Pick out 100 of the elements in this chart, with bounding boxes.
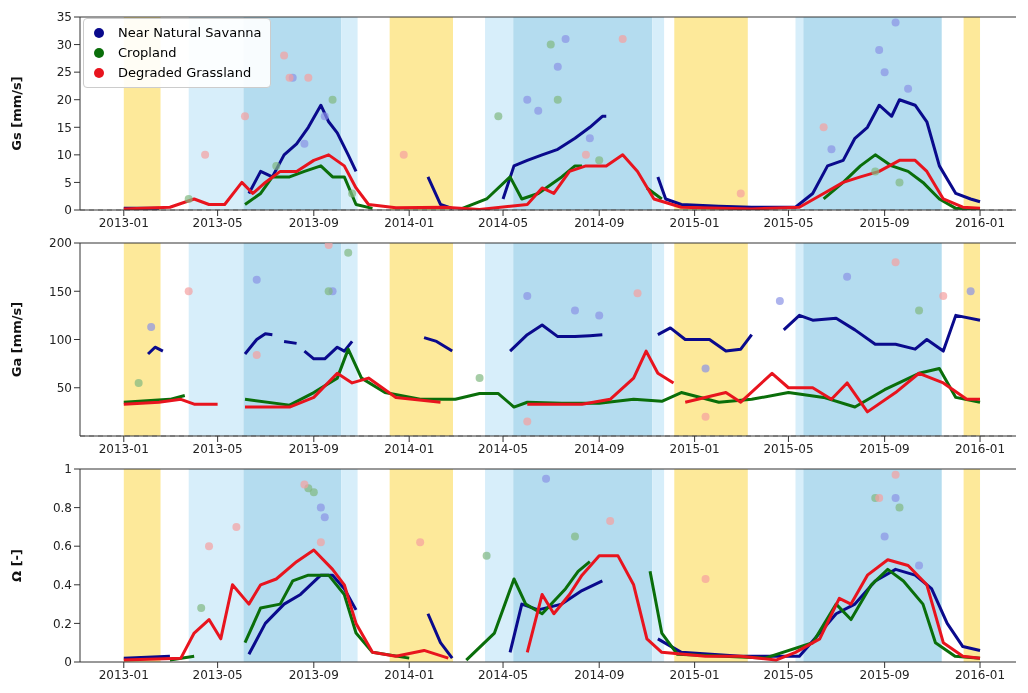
point	[843, 272, 852, 281]
point	[891, 493, 900, 502]
point	[891, 18, 900, 27]
y-tick-label: 0.6	[52, 539, 72, 554]
point	[966, 287, 975, 296]
x-tick-label: 2015-01	[669, 441, 720, 456]
legend-label: Degraded Grassland	[118, 64, 252, 82]
y-axis-title: Ω [-]	[8, 549, 24, 582]
x-tick-label: 2013-05	[192, 215, 243, 230]
point	[871, 167, 880, 176]
point	[523, 292, 532, 301]
x-tick-label: 2014-05	[477, 215, 529, 230]
point	[875, 46, 884, 55]
point	[553, 95, 562, 104]
x-tick-label: 2014-01	[384, 667, 435, 682]
point	[147, 322, 156, 331]
y-tick-label: 0	[64, 203, 72, 218]
point	[701, 364, 710, 373]
point	[324, 287, 333, 296]
y-tick-label: 15	[56, 120, 72, 135]
point	[252, 350, 261, 359]
y-tick-label: 5	[64, 175, 72, 190]
x-tick-label: 2014-01	[384, 441, 435, 456]
x-tick-label: 2014-05	[477, 667, 529, 682]
point	[534, 106, 543, 115]
point	[595, 156, 604, 165]
point	[891, 258, 900, 267]
x-tick-label: 2015-01	[669, 667, 720, 682]
x-tick-label: 2016-01	[954, 441, 1006, 456]
point	[880, 532, 889, 541]
point	[252, 275, 261, 284]
y-tick-label: 1	[64, 462, 72, 477]
point	[891, 470, 900, 479]
point	[316, 503, 325, 512]
y-tick-label: 50	[56, 381, 72, 396]
y-tick-label: 20	[56, 92, 72, 107]
point	[553, 62, 562, 71]
point	[775, 296, 784, 305]
point	[880, 68, 889, 77]
x-tick-label: 2014-05	[477, 441, 529, 456]
y-tick-label: 200	[49, 236, 72, 251]
point	[827, 145, 836, 154]
point	[585, 134, 594, 143]
x-tick-label: 2013-05	[192, 667, 243, 682]
x-tick-label: 2015-05	[763, 215, 814, 230]
y-tick-label: 30	[56, 37, 72, 52]
x-tick-label: 2013-09	[288, 667, 339, 682]
point	[701, 575, 710, 584]
point	[300, 139, 309, 148]
point	[197, 603, 206, 612]
point	[523, 417, 532, 426]
legend-label: Cropland	[118, 44, 177, 62]
point	[915, 561, 924, 570]
point	[895, 503, 904, 512]
point	[542, 474, 551, 483]
y-axis-title: Ga [mm/s]	[8, 301, 24, 378]
x-tick-label: 2015-05	[763, 441, 814, 456]
point	[606, 517, 615, 526]
x-tick-label: 2014-09	[574, 215, 625, 230]
point	[482, 551, 491, 560]
y-tick-label: 35	[56, 10, 72, 25]
point	[205, 542, 214, 551]
x-tick-label: 2013-09	[288, 441, 339, 456]
y-tick-label: 10	[56, 148, 72, 163]
x-tick-label: 2013-09	[288, 215, 339, 230]
x-tick-label: 2014-09	[574, 441, 625, 456]
point	[184, 287, 193, 296]
point	[304, 73, 313, 82]
x-tick-label: 2016-01	[954, 215, 1006, 230]
point	[232, 522, 241, 531]
point	[701, 412, 710, 421]
point	[546, 40, 555, 49]
point	[320, 513, 329, 522]
point	[416, 538, 425, 547]
point	[494, 112, 503, 121]
y-tick-label: 0.8	[52, 500, 72, 515]
x-tick-label: 2015-05	[763, 667, 814, 682]
point	[581, 150, 590, 159]
x-tick-label: 2014-09	[574, 667, 625, 682]
point	[134, 378, 143, 387]
y-tick-label: 0.4	[52, 578, 72, 593]
y-tick-label: 150	[49, 284, 72, 299]
point	[915, 306, 924, 315]
x-tick-label: 2014-01	[384, 215, 435, 230]
point	[399, 150, 408, 159]
point	[904, 84, 913, 93]
point	[280, 51, 289, 60]
point	[633, 289, 642, 298]
legend-label: Near Natural Savanna	[118, 24, 262, 42]
x-tick-label: 2015-09	[859, 667, 910, 682]
point	[595, 311, 604, 320]
point	[328, 95, 337, 104]
x-tick-label: 2015-09	[859, 215, 910, 230]
point	[561, 35, 570, 44]
x-tick-label: 2015-01	[669, 215, 720, 230]
point	[570, 306, 579, 315]
point	[184, 194, 193, 203]
point	[320, 112, 329, 121]
point	[819, 123, 828, 132]
point	[939, 292, 948, 301]
